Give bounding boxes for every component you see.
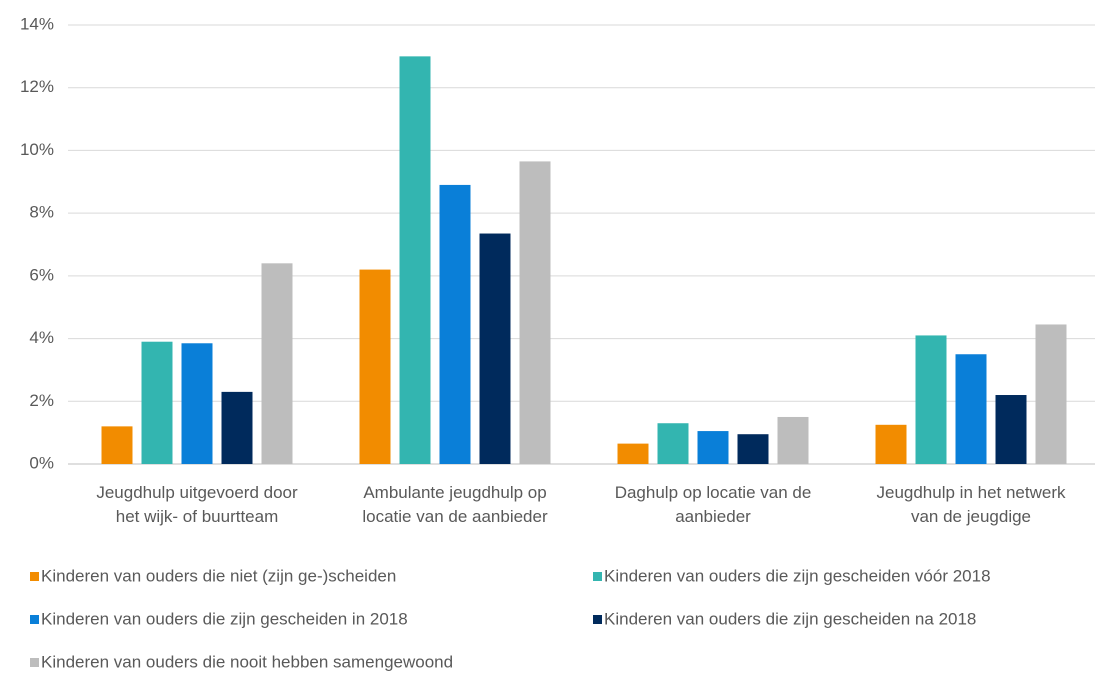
legend-swatch (30, 572, 39, 581)
bar (737, 434, 769, 464)
bar (915, 335, 947, 464)
bar (955, 354, 987, 464)
bar (479, 233, 511, 464)
bar (399, 56, 431, 464)
y-tick-label: 6% (29, 265, 54, 284)
y-tick-label: 14% (20, 14, 54, 33)
bar (221, 391, 253, 464)
bar (657, 423, 689, 464)
x-tick-label: Ambulante jeugdhulp op locatie van de aan… (362, 483, 548, 526)
bar (697, 431, 729, 464)
bar (617, 443, 649, 464)
legend-label: Kinderen van ouders die zijn gescheiden … (604, 566, 991, 585)
x-tick-label: Jeugdhulp uitgevoerd door het wijk- of bu… (96, 483, 298, 526)
y-tick-label: 8% (29, 203, 54, 222)
bar (359, 269, 391, 464)
y-tick-label: 0% (29, 453, 54, 472)
bar (1035, 324, 1067, 464)
legend-label: Kinderen van ouders die nooit hebben sam… (41, 652, 453, 671)
y-tick-label: 2% (29, 391, 54, 410)
y-tick-label: 12% (20, 77, 54, 96)
legend-swatch (593, 615, 602, 624)
bar (439, 184, 471, 464)
x-tick-label: Jeugdhulp in het netwerk van de jeugdige (876, 483, 1066, 526)
y-tick-label: 4% (29, 328, 54, 347)
bar (181, 343, 213, 464)
bar (141, 341, 173, 464)
legend-swatch (30, 658, 39, 667)
y-tick-label: 10% (20, 140, 54, 159)
x-tick-label: Daghulp op locatie van de aanbieder (615, 483, 812, 526)
bar (777, 416, 809, 464)
legend-label: Kinderen van ouders die zijn gescheiden … (604, 609, 976, 628)
bar (519, 161, 551, 464)
legend-label: Kinderen van ouders die zijn gescheiden … (41, 609, 408, 628)
bar (875, 424, 907, 464)
legend-label: Kinderen van ouders die niet (zijn ge-)s… (41, 566, 396, 585)
bar (101, 426, 133, 464)
legend-swatch (30, 615, 39, 624)
legend-swatch (593, 572, 602, 581)
bar (261, 263, 293, 464)
bar (995, 395, 1027, 464)
